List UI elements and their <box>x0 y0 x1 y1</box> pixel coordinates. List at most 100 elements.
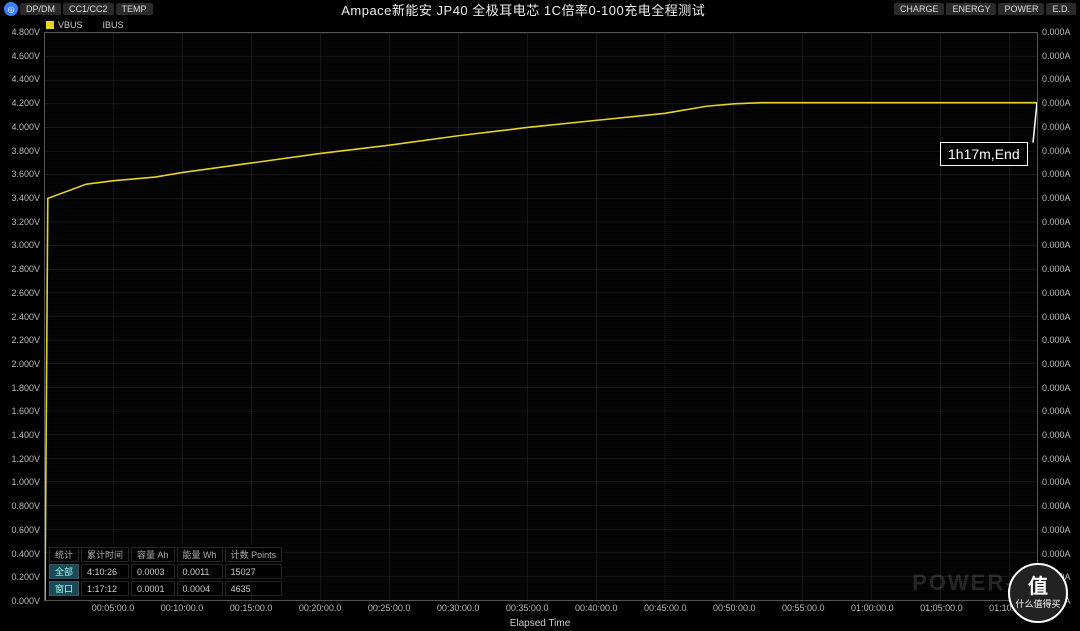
stats-cell: 0.0001 <box>131 581 175 596</box>
y-axis-right: 0.000A 0.000A 0.000A 0.000A 0.000A 0.000A 0.00… <box>1040 32 1080 601</box>
x-tick: 00:25:00.0 <box>368 603 411 613</box>
tab-charge[interactable]: CHARGE <box>894 3 945 15</box>
y-left-tick: 0.800V <box>11 501 40 511</box>
y-left-tick: 2.600V <box>11 288 40 298</box>
y-left-tick: 4.800V <box>11 27 40 37</box>
tab-temp[interactable]: TEMP <box>116 3 153 15</box>
chart-container: VBUS IBUS 4.800V 4.600V 4.400V 4.200V 4.000V… <box>0 18 1080 631</box>
y-right-tick: 0.000A <box>1042 240 1071 250</box>
badge-small-text: 什么值得买 <box>1015 597 1060 610</box>
y-right-tick: 0.000A <box>1042 98 1071 108</box>
y-right-tick: 0.000A <box>1042 454 1071 464</box>
y-left-tick: 2.400V <box>11 312 40 322</box>
plot-area[interactable]: 统计累计时间容量 Ah能量 Wh计数 Points全部4:10:260.0003… <box>44 32 1038 601</box>
legend: VBUS IBUS <box>0 18 1080 32</box>
y-right-tick: 0.000A <box>1042 288 1071 298</box>
stats-cell: 0.0003 <box>131 564 175 579</box>
badge-big-char: 值 <box>1028 577 1048 597</box>
vbus-line <box>45 103 1037 600</box>
y-right-tick: 0.000A <box>1042 312 1071 322</box>
right-button-group: CHARGE ENERGY POWER E.D. <box>894 3 1076 15</box>
y-right-tick: 0.000A <box>1042 501 1071 511</box>
legend-label-ibus: IBUS <box>103 20 124 30</box>
y-left-tick: 4.000V <box>11 122 40 132</box>
stats-header: 容量 Ah <box>131 547 175 562</box>
y-right-tick: 0.000A <box>1042 359 1071 369</box>
x-axis-labels: 00:05:00.0 00:10:00.0 00:15:00.0 00:20:00.0… <box>44 603 1038 615</box>
y-right-tick: 0.000A <box>1042 383 1071 393</box>
y-left-tick: 3.600V <box>11 169 40 179</box>
annotation-end-label: 1h17m,End <box>940 142 1028 166</box>
chart-title: Ampace新能安 JP40 全极耳电芯 1C倍率0-100充电全程测试 <box>153 0 894 19</box>
y-left-tick: 3.000V <box>11 240 40 250</box>
tab-cc1cc2[interactable]: CC1/CC2 <box>63 3 114 15</box>
y-right-tick: 0.000A <box>1042 51 1071 61</box>
x-tick: 01:00:00.0 <box>851 603 894 613</box>
stats-cell: 1:17:12 <box>81 581 129 596</box>
y-left-tick: 1.200V <box>11 454 40 464</box>
y-left-tick: 0.000V <box>11 596 40 606</box>
x-tick: 00:55:00.0 <box>782 603 825 613</box>
stats-cell: 0.0004 <box>177 581 223 596</box>
y-left-tick: 4.200V <box>11 98 40 108</box>
tab-energy[interactable]: ENERGY <box>946 3 996 15</box>
x-axis-title: Elapsed Time <box>0 618 1080 629</box>
stats-header: 能量 Wh <box>177 547 223 562</box>
tab-dpdm[interactable]: DP/DM <box>20 3 61 15</box>
stats-cell: 0.0011 <box>177 564 223 579</box>
x-tick: 00:10:00.0 <box>161 603 204 613</box>
x-tick: 00:35:00.0 <box>506 603 549 613</box>
legend-vbus[interactable]: VBUS <box>46 20 83 30</box>
stats-row-label: 窗口 <box>49 581 79 596</box>
stats-cell: 4635 <box>225 581 283 596</box>
y-right-tick: 0.000A <box>1042 27 1071 37</box>
y-right-tick: 0.000A <box>1042 549 1071 559</box>
y-right-tick: 0.000A <box>1042 406 1071 416</box>
y-left-tick: 0.200V <box>11 572 40 582</box>
app-logo-icon: ◎ <box>4 2 18 16</box>
y-left-tick: 1.000V <box>11 477 40 487</box>
y-left-tick: 2.800V <box>11 264 40 274</box>
y-right-tick: 0.000A <box>1042 146 1071 156</box>
y-left-tick: 1.400V <box>11 430 40 440</box>
stats-header: 计数 Points <box>225 547 283 562</box>
legend-ibus[interactable]: IBUS <box>103 20 124 30</box>
y-left-tick: 3.200V <box>11 217 40 227</box>
x-tick: 00:50:00.0 <box>713 603 756 613</box>
y-left-tick: 3.800V <box>11 146 40 156</box>
y-left-tick: 1.600V <box>11 406 40 416</box>
y-right-tick: 0.000A <box>1042 217 1071 227</box>
y-left-tick: 3.400V <box>11 193 40 203</box>
tab-ed[interactable]: E.D. <box>1046 3 1076 15</box>
line-chart-svg <box>45 33 1037 600</box>
y-left-tick: 0.400V <box>11 549 40 559</box>
y-axis-left: 4.800V4.600V4.400V4.200V4.000V3.800V3.60… <box>0 32 42 601</box>
x-tick: 01:05:00.0 <box>920 603 963 613</box>
left-button-group: ◎ DP/DM CC1/CC2 TEMP <box>4 2 153 16</box>
legend-label-vbus: VBUS <box>58 20 83 30</box>
y-left-tick: 2.200V <box>11 335 40 345</box>
x-tick: 00:15:00.0 <box>230 603 273 613</box>
x-tick: 00:40:00.0 <box>575 603 618 613</box>
y-left-tick: 4.600V <box>11 51 40 61</box>
y-right-tick: 0.000A <box>1042 525 1071 535</box>
y-right-tick: 0.000A <box>1042 74 1071 84</box>
stats-row-label: 全部 <box>49 564 79 579</box>
x-tick: 00:20:00.0 <box>299 603 342 613</box>
y-left-tick: 0.600V <box>11 525 40 535</box>
x-tick: 00:05:00.0 <box>92 603 135 613</box>
y-right-tick: 0.000A <box>1042 477 1071 487</box>
y-left-tick: 4.400V <box>11 74 40 84</box>
stats-table: 统计累计时间容量 Ah能量 Wh计数 Points全部4:10:260.0003… <box>47 545 284 598</box>
y-right-tick: 0.000A <box>1042 169 1071 179</box>
smzdm-badge: 值 什么值得买 <box>1008 563 1068 623</box>
stats-header: 统计 <box>49 547 79 562</box>
stats-cell: 15027 <box>225 564 283 579</box>
y-right-tick: 0.000A <box>1042 430 1071 440</box>
x-tick: 00:30:00.0 <box>437 603 480 613</box>
legend-swatch-vbus <box>46 21 54 29</box>
stats-header: 累计时间 <box>81 547 129 562</box>
top-toolbar: ◎ DP/DM CC1/CC2 TEMP Ampace新能安 JP40 全极耳电… <box>0 0 1080 18</box>
y-left-tick: 1.800V <box>11 383 40 393</box>
tab-power[interactable]: POWER <box>998 3 1044 15</box>
